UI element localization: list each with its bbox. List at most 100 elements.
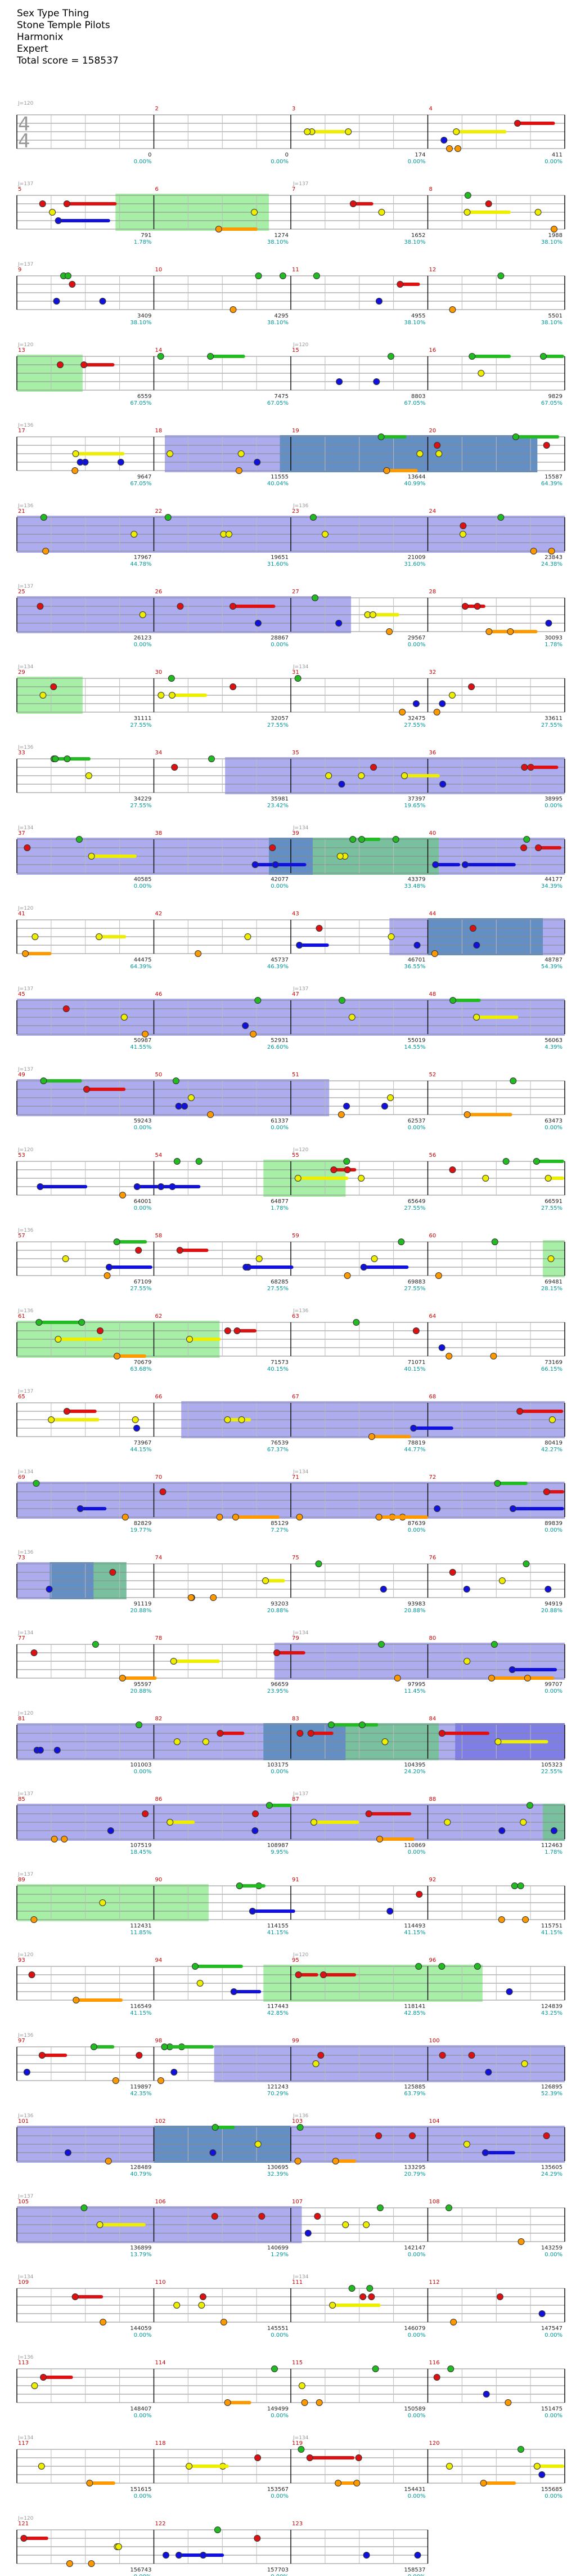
bar-score: 37397: [408, 796, 426, 802]
bar-number: 80: [429, 1635, 436, 1642]
bar-score: 7475: [274, 393, 289, 400]
bar-percent: 52.39%: [541, 2091, 562, 2097]
note-gem: [543, 1488, 550, 1495]
bar-number: 3: [292, 106, 295, 112]
note-gem: [491, 1238, 498, 1245]
bar-percent: 42.27%: [541, 1447, 562, 1453]
note-gem: [37, 1183, 44, 1190]
note-gem: [413, 942, 421, 949]
bpm-marker: J=137: [292, 1791, 308, 1797]
bar-number: 44: [429, 911, 436, 917]
note-gem: [96, 1327, 104, 1334]
bar-score: 96659: [271, 1681, 289, 1688]
note-gem: [447, 2365, 454, 2372]
bar-score: 11555: [271, 474, 289, 480]
note-gem: [242, 1264, 250, 1271]
note-gem: [494, 1738, 502, 1745]
note-gem: [307, 1730, 314, 1737]
bar-percent: 26.60%: [267, 1044, 289, 1050]
note-gem: [394, 1675, 401, 1681]
bar-percent: 27.55%: [130, 722, 151, 728]
note-gem: [40, 2374, 47, 2381]
note-gem: [376, 1836, 384, 1842]
bar-score: 52931: [271, 1037, 289, 1044]
note-gem: [348, 1014, 356, 1021]
note-gem: [30, 1649, 38, 1656]
bar-percent: 67.05%: [130, 481, 151, 487]
bar-percent: 11.85%: [130, 1930, 151, 1936]
note-gem: [498, 1916, 505, 1923]
bar-percent: 70.29%: [267, 2091, 289, 2097]
bpm-marker: J=137: [17, 1791, 33, 1797]
bar-number: 101: [18, 2118, 29, 2125]
note-gem: [56, 361, 64, 368]
bar-score: 133295: [404, 2164, 425, 2171]
note-gem: [62, 1255, 69, 1262]
note-gem: [216, 1514, 223, 1520]
note-gem: [464, 209, 471, 216]
note-gem: [522, 1916, 529, 1923]
note-gem: [69, 281, 76, 288]
note-gem: [480, 2480, 487, 2486]
note-gem: [544, 1586, 552, 1593]
note-gem: [230, 1988, 237, 1995]
note-gem: [358, 836, 366, 843]
bar-percent: 0.00%: [271, 2574, 289, 2576]
bar-percent: 64.39%: [541, 481, 562, 487]
note-gem: [502, 1158, 510, 1165]
bar-score: 116549: [130, 2003, 151, 2010]
bar-number: 29: [18, 669, 25, 676]
note-gem: [338, 1111, 345, 1118]
note-gem: [214, 2526, 221, 2533]
note-gem: [96, 2221, 104, 2228]
note-gem: [375, 2132, 382, 2139]
bar-number: 56: [429, 1152, 436, 1159]
bar-score: 115751: [541, 1923, 562, 1929]
bar-score: 142147: [404, 2245, 425, 2251]
note-gem: [122, 1514, 129, 1520]
bar-percent: 36.55%: [404, 964, 425, 970]
note-gem: [64, 755, 71, 762]
note-gem: [461, 603, 469, 610]
note-gem: [233, 1327, 241, 1334]
bar-score: 0: [285, 152, 289, 158]
bar-percent: 0.00%: [134, 2332, 152, 2338]
bar-number: 9: [18, 267, 21, 273]
bar-number: 33: [18, 750, 25, 756]
bar-percent: 40.99%: [404, 481, 425, 487]
difficulty-label: Expert: [17, 43, 48, 55]
bar-score: 9647: [137, 474, 151, 480]
note-gem: [196, 1980, 204, 1987]
note-gem: [330, 1166, 338, 1173]
note-gem: [358, 772, 365, 779]
charter-name: Harmonix: [17, 32, 64, 43]
bar-percent: 1.78%: [271, 1205, 289, 1211]
bar-percent: 0.00%: [408, 2574, 426, 2576]
bar-percent: 0.00%: [544, 1688, 562, 1694]
bar-score: 101003: [130, 1762, 151, 1768]
bar-score: 791: [141, 232, 151, 239]
note-gem: [435, 450, 443, 457]
bar-number: 42: [155, 911, 163, 917]
note-gem: [349, 836, 357, 843]
note-gem: [514, 120, 521, 127]
bar-score: 31111: [134, 715, 152, 722]
note-gem: [439, 2052, 446, 2059]
bar-percent: 19.65%: [404, 803, 425, 809]
bar-number: 85: [18, 1796, 25, 1803]
note-gem: [329, 2302, 336, 2309]
bar-number: 94: [155, 1957, 163, 1964]
bar-score: 121243: [267, 2084, 289, 2090]
bar-percent: 38.10%: [404, 239, 425, 245]
note-gem: [316, 2399, 323, 2406]
note-gem: [38, 2463, 45, 2470]
bar-percent: 38.10%: [267, 239, 289, 245]
bar-number: 40: [429, 830, 436, 837]
bar-percent: 19.77%: [130, 1527, 151, 1533]
note-gem: [316, 925, 323, 932]
song-title: Sex Type Thing: [17, 8, 89, 19]
note-gem: [310, 1819, 318, 1826]
bar-percent: 41.15%: [541, 1930, 562, 1936]
note-gem: [229, 603, 236, 610]
note-gem: [73, 1997, 80, 2003]
